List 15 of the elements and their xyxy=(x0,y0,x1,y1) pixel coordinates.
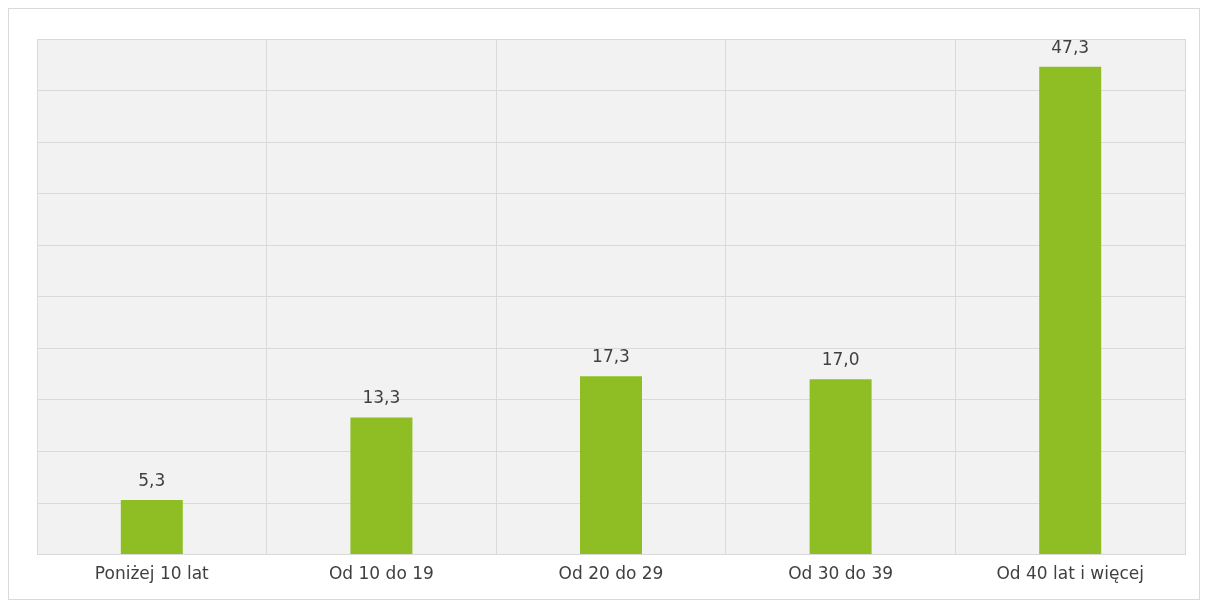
x-tick-label: Od 30 do 39 xyxy=(788,563,894,584)
data-label: 17,3 xyxy=(592,346,630,367)
data-label: 5,3 xyxy=(138,469,166,490)
x-tick-label: Od 20 do 29 xyxy=(558,563,664,584)
x-tick-label: Poniżej 10 lat xyxy=(94,563,210,584)
bar xyxy=(120,499,183,555)
bar xyxy=(580,376,642,555)
bar xyxy=(1039,66,1102,555)
x-tick-label: Od 10 do 19 xyxy=(328,563,434,584)
data-label: 47,3 xyxy=(1051,36,1090,57)
data-label: 17,0 xyxy=(821,349,860,370)
data-label: 13,3 xyxy=(362,387,401,408)
bar xyxy=(350,417,413,555)
x-tick-label: Od 40 lat i więcej xyxy=(996,563,1144,584)
bar xyxy=(809,379,872,555)
